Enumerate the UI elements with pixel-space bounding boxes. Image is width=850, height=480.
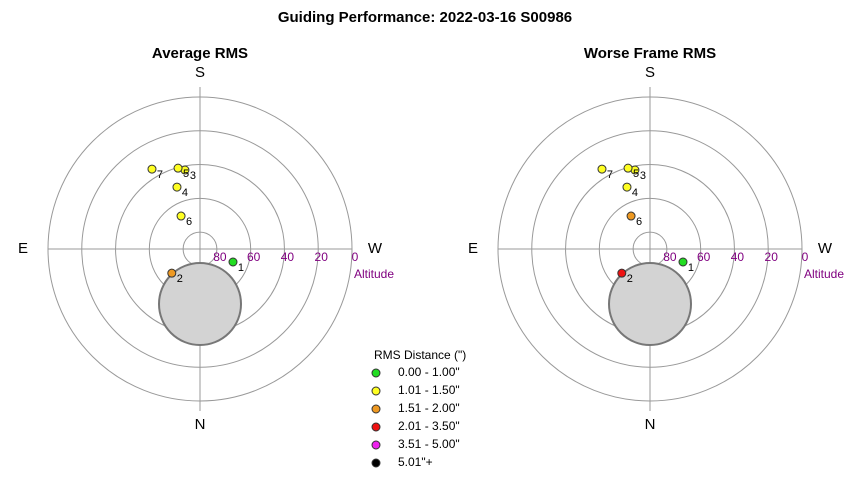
point <box>678 257 688 267</box>
radial-axis-label: Altitude <box>354 267 394 281</box>
legend-marker <box>371 458 381 468</box>
r-tick-label: 20 <box>315 250 329 264</box>
legend-title: RMS Distance (") <box>374 348 466 362</box>
legend-marker <box>371 368 381 378</box>
direction-label: E <box>18 240 28 257</box>
point <box>622 182 632 192</box>
r-tick-label: 0 <box>802 250 809 264</box>
point <box>228 257 238 267</box>
point-label: 6 <box>186 216 192 228</box>
point-label: 2 <box>177 273 183 285</box>
polar-plot: Average RMS 80 60 40 20 0 S N E W Altitude 1 2 34 5 6 7 <box>18 45 394 433</box>
r-tick-label: 40 <box>731 250 745 264</box>
point-label: 1 <box>688 262 694 274</box>
point <box>172 182 182 192</box>
legend-marker <box>371 386 381 396</box>
direction-label: S <box>645 64 655 81</box>
r-tick-label: 20 <box>765 250 779 264</box>
point-label: 4 <box>632 187 638 199</box>
point-label: 4 <box>182 187 188 199</box>
obstruction <box>158 262 242 346</box>
r-tick-label: 0 <box>352 250 359 264</box>
point-label: 5 <box>183 168 189 180</box>
legend-marker <box>371 404 381 414</box>
legend-label: 3.51 - 5.00" <box>398 437 460 451</box>
point <box>623 163 633 173</box>
legend-label: 2.01 - 3.50" <box>398 419 460 433</box>
radial-axis-label: Altitude <box>804 267 844 281</box>
legend-label: 1.51 - 2.00" <box>398 401 460 415</box>
point <box>597 164 607 174</box>
point <box>176 211 186 221</box>
point <box>617 268 627 278</box>
r-tick-label: 60 <box>247 250 261 264</box>
point <box>626 211 636 221</box>
legend-label: 0.00 - 1.00" <box>398 365 460 379</box>
subplot-title: Worse Frame RMS <box>584 45 716 62</box>
r-tick-label: 80 <box>663 250 677 264</box>
point <box>147 164 157 174</box>
legend-label: 5.01"+ <box>398 455 433 469</box>
point-label: 3 <box>640 170 646 182</box>
direction-label: W <box>818 240 833 257</box>
point-label: 1 <box>238 262 244 274</box>
r-tick-label: 40 <box>281 250 295 264</box>
r-tick-label: 60 <box>697 250 711 264</box>
legend-marker <box>371 440 381 450</box>
point-label: 7 <box>157 169 163 181</box>
obstruction <box>608 262 692 346</box>
legend-label: 1.01 - 1.50" <box>398 383 460 397</box>
direction-label: N <box>195 416 206 433</box>
point-label: 7 <box>607 169 613 181</box>
point-label: 3 <box>190 170 196 182</box>
chart-title: Guiding Performance: 2022-03-16 S00986 <box>278 9 572 26</box>
point <box>167 268 177 278</box>
point-label: 2 <box>627 273 633 285</box>
direction-label: S <box>195 64 205 81</box>
polar-plot: Worse Frame RMS 80 60 40 20 0 S N E W Altitude 1 2 34… <box>468 45 844 433</box>
direction-label: N <box>645 416 656 433</box>
legend-marker <box>371 422 381 432</box>
direction-label: W <box>368 240 383 257</box>
point <box>173 163 183 173</box>
r-tick-label: 80 <box>213 250 227 264</box>
direction-label: E <box>468 240 478 257</box>
subplot-title: Average RMS <box>152 45 248 62</box>
point-label: 6 <box>636 216 642 228</box>
point-label: 5 <box>633 168 639 180</box>
